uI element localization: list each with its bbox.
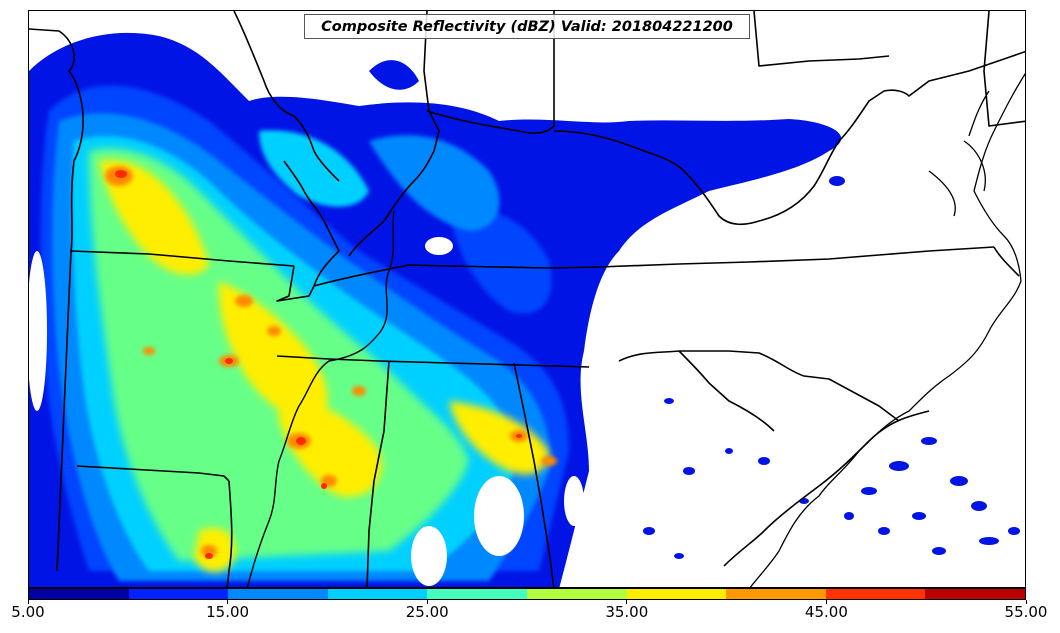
- reflectivity-layer: [29, 32, 1020, 587]
- colorbar-tick-label: 15.00: [206, 603, 250, 621]
- colorbar-tick: [426, 600, 428, 604]
- colorbar-segment: [128, 589, 229, 599]
- colorbar-segment: [327, 589, 428, 599]
- state-boundaries: [29, 11, 1025, 587]
- title-box: Composite Reflectivity (dBZ) Valid: 2018…: [304, 14, 750, 39]
- colorbar-segment: [925, 589, 1025, 599]
- colorbar-tick-label: 5.00: [11, 603, 45, 621]
- colorbar-tick-label: 25.00: [405, 603, 449, 621]
- colorbar-segment: [825, 589, 926, 599]
- map-title: Composite Reflectivity (dBZ) Valid: 2018…: [321, 18, 733, 35]
- colorbar-tick-label: 35.00: [605, 603, 649, 621]
- map-canvas: [29, 11, 1025, 587]
- colorbar-segment: [526, 589, 627, 599]
- colorbar-segment: [29, 589, 129, 599]
- colorbar-tick: [1025, 600, 1027, 604]
- colorbar-tick: [626, 600, 628, 604]
- colorbar: [28, 588, 1026, 600]
- colorbar-segment: [626, 589, 727, 599]
- colorbar-tick: [227, 600, 229, 604]
- radar-map: [28, 10, 1026, 588]
- colorbar-tick-label: 45.00: [804, 603, 848, 621]
- colorbar-tick: [27, 600, 29, 604]
- colorbar-tick: [825, 600, 827, 604]
- colorbar-segment: [228, 589, 328, 599]
- colorbar-segment: [726, 589, 826, 599]
- colorbar-segment: [427, 589, 527, 599]
- colorbar-tick-label: 55.00: [1004, 603, 1048, 621]
- mississippi-river: [246, 210, 395, 587]
- coastline: [749, 72, 1025, 587]
